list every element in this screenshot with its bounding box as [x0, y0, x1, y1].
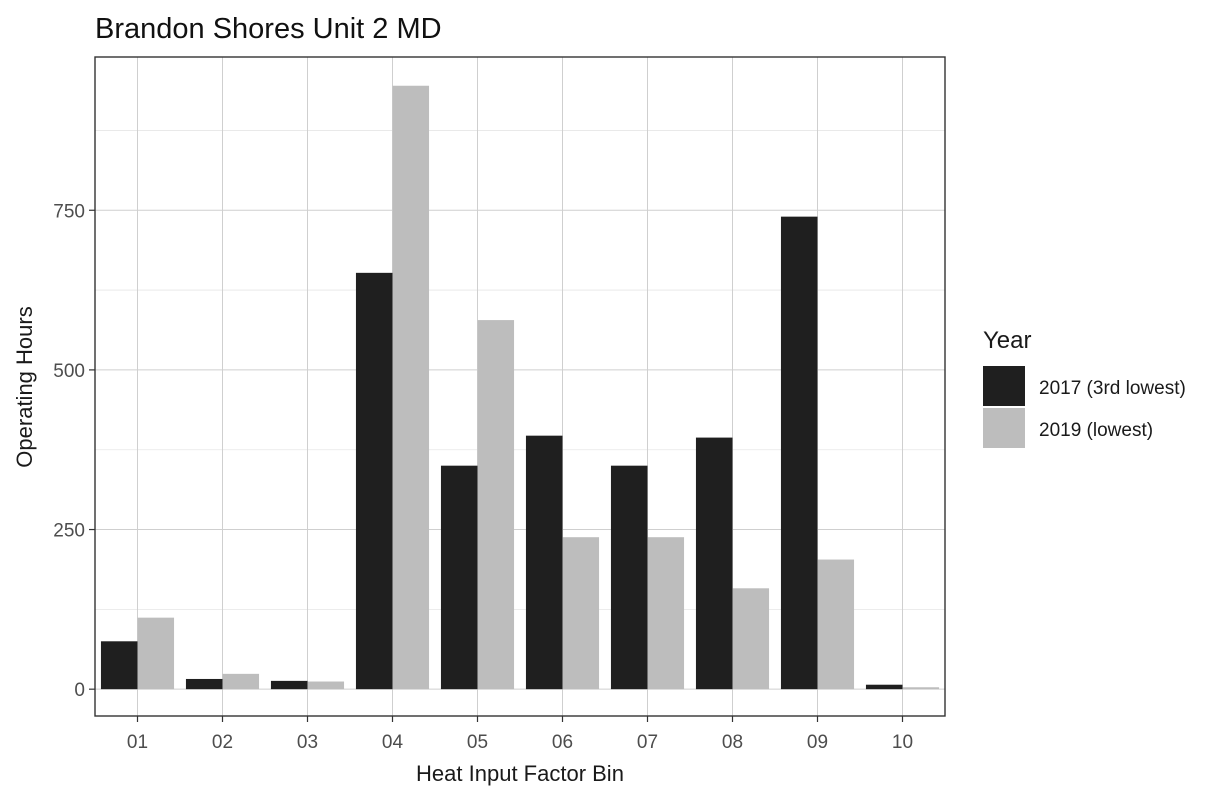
bar-series2-03: [307, 681, 345, 690]
bar-series1-07: [610, 465, 648, 690]
plot-panel-border: [94, 56, 946, 717]
legend-key: [983, 408, 1025, 448]
bar-series1-05: [440, 465, 478, 690]
bar-series1-04: [355, 272, 393, 690]
legend-label: 2019 (lowest): [1039, 420, 1153, 441]
bar-series2-04: [392, 85, 430, 690]
x-tick-label: 10: [892, 732, 913, 753]
bars: [100, 85, 940, 690]
x-tick-label: 07: [637, 732, 658, 753]
x-tick-label: 03: [297, 732, 318, 753]
x-tick-label: 06: [552, 732, 573, 753]
bar-series1-01: [100, 641, 138, 690]
bar-series1-03: [270, 680, 308, 690]
bar-series2-06: [562, 537, 600, 690]
x-tick-label: 04: [382, 732, 404, 753]
x-axis: 01 02 03 04 05 06 07 08 09 10: [127, 716, 913, 753]
bar-series1-02: [185, 678, 223, 690]
legend-title: Year: [983, 327, 1032, 354]
bar-series2-07: [647, 537, 685, 690]
chart-title: Brandon Shores Unit 2 MD: [95, 13, 442, 45]
x-tick-label: 02: [212, 732, 233, 753]
bar-series2-02: [222, 673, 260, 690]
bar-series1-08: [695, 437, 733, 690]
legend: Year 2017 (3rd lowest) 2019 (lowest): [983, 327, 1186, 448]
x-tick-label: 09: [807, 732, 828, 753]
x-tick-label: 05: [467, 732, 488, 753]
bar-series2-08: [732, 588, 770, 690]
y-axis-title: Operating Hours: [12, 306, 37, 467]
bar-series2-09: [817, 559, 855, 690]
y-tick-label: 500: [53, 361, 85, 382]
bar-series2-01: [137, 617, 175, 690]
x-axis-title: Heat Input Factor Bin: [416, 761, 624, 786]
y-tick-label: 250: [53, 521, 85, 542]
y-tick-label: 0: [74, 680, 85, 701]
x-tick-label: 01: [127, 732, 148, 753]
legend-key: [983, 366, 1025, 406]
bar-series1-09: [780, 216, 818, 690]
x-tick-label: 08: [722, 732, 743, 753]
bar-series1-10: [865, 684, 903, 690]
bar-series1-06: [525, 435, 563, 690]
bar-series2-10: [902, 687, 940, 690]
y-axis: 0 250 500 750: [53, 201, 95, 701]
bar-series2-05: [477, 320, 515, 690]
y-tick-label: 750: [53, 201, 85, 222]
legend-label: 2017 (3rd lowest): [1039, 378, 1186, 399]
